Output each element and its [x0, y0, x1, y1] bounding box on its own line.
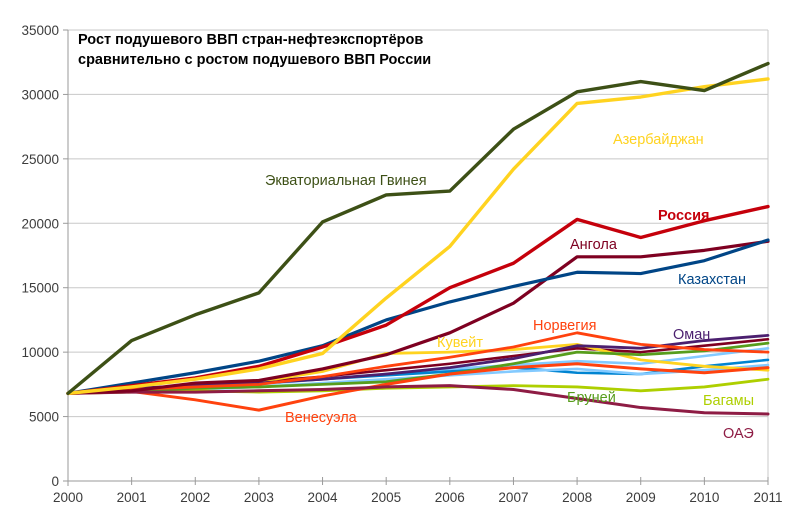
- series-line-equatorial-guinea: [66, 61, 770, 396]
- y-axis-label-5000: 5000: [29, 410, 59, 425]
- x-axis-label-2010: 2010: [689, 490, 719, 505]
- series-label-angola: Ангола: [570, 237, 618, 253]
- series-label-russia: Россия: [658, 208, 709, 224]
- series-label-norway: Норвегия: [533, 318, 596, 334]
- x-axis-label-2003: 2003: [244, 490, 274, 505]
- series-label-equatorial-guinea: Экваториальная Гвинея: [265, 173, 427, 189]
- series-line-norway: [66, 331, 770, 395]
- series-label-oman: Оман: [673, 327, 710, 343]
- series-line-venezuela: [66, 362, 770, 412]
- y-axis-label-20000: 20000: [21, 216, 59, 231]
- x-axis-label-2007: 2007: [498, 490, 528, 505]
- x-axis-label-2001: 2001: [117, 490, 147, 505]
- x-axis-label-2006: 2006: [435, 490, 465, 505]
- series-label-kazakhstan: Казахстан: [678, 272, 746, 288]
- series-label-kuwait: Кувейт: [437, 335, 483, 351]
- series-label-venezuela: Венесуэла: [285, 410, 358, 426]
- y-axis-label-25000: 25000: [21, 152, 59, 167]
- x-axis-label-2000: 2000: [53, 490, 83, 505]
- y-axis-label-30000: 30000: [21, 87, 59, 102]
- series-label-bahamas: Багамы: [703, 393, 754, 409]
- y-axis-label-35000: 35000: [21, 23, 59, 38]
- series-label-azerbaijan: Азербайджан: [613, 132, 704, 148]
- series-line-angola: [66, 239, 770, 395]
- x-axis-label-2009: 2009: [626, 490, 656, 505]
- y-axis-label-10000: 10000: [21, 345, 59, 360]
- x-axis-label-2005: 2005: [371, 490, 401, 505]
- x-axis-label-2002: 2002: [180, 490, 210, 505]
- x-axis-label-2008: 2008: [562, 490, 592, 505]
- series-label-brunei: Бруней: [567, 390, 616, 406]
- series-line-azerbaijan: [66, 77, 770, 396]
- series-line-uae: [66, 384, 770, 416]
- y-axis-label-15000: 15000: [21, 281, 59, 296]
- x-axis-label-2004: 2004: [308, 490, 339, 505]
- y-axis-label-0: 0: [51, 474, 59, 489]
- series-label-uae: ОАЭ: [723, 426, 754, 442]
- x-axis-label-2011: 2011: [753, 490, 782, 505]
- series-line-kazakhstan: [66, 238, 770, 395]
- series-line-russia: [66, 204, 770, 396]
